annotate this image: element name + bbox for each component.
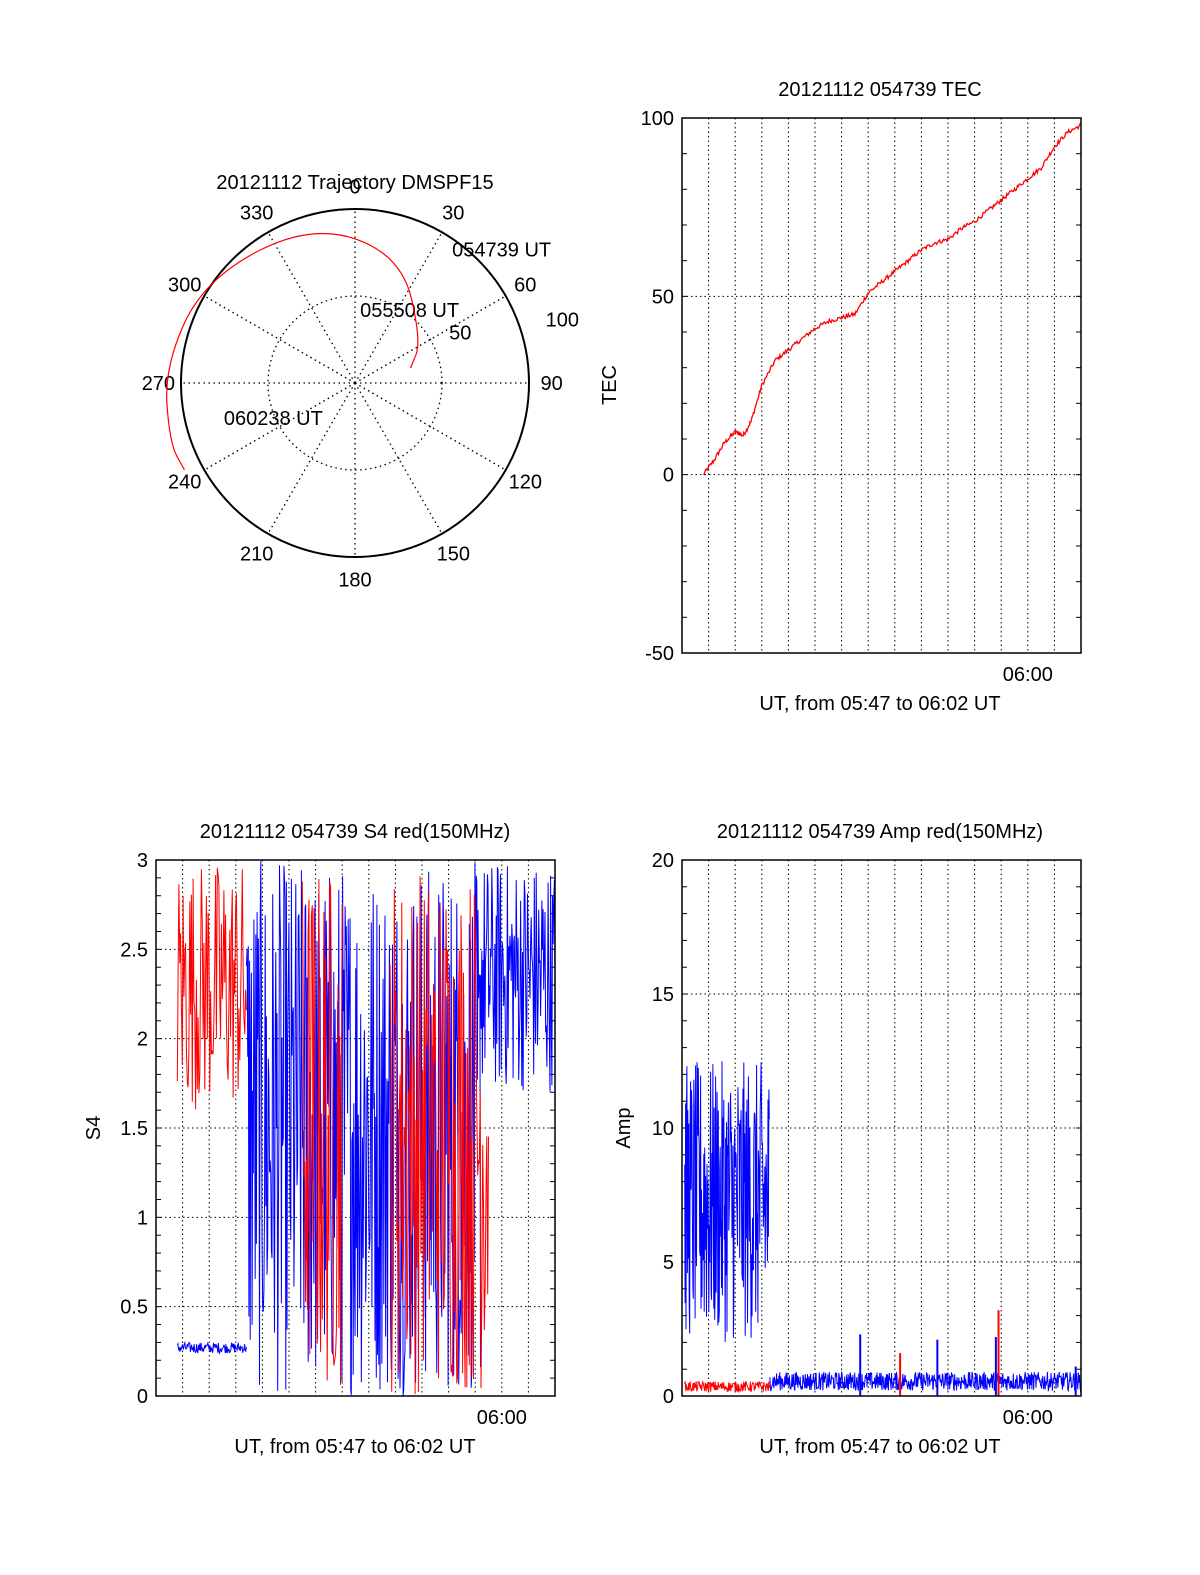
polar-labels: 0 30 60 90 120 150 180 210 240 270 300 330 50 100 0547… [142, 176, 579, 591]
amp-panel: 20121112 054739 Amp red(150MHz) UT, from… [613, 821, 1082, 1458]
y-tick-label: 1.5 [120, 1118, 148, 1140]
y-tick-label: 0 [663, 1386, 674, 1408]
azimuth-tick-label: 300 [168, 275, 201, 297]
s4-plot: 0 0.5 1 1.5 2 2.5 3 06:00 [120, 850, 556, 1429]
polar-spoke [267, 382, 356, 535]
polar-spoke [203, 382, 356, 471]
polar-grid [180, 208, 530, 558]
y-tick-label: 50 [652, 286, 674, 308]
y-tick-label: 1 [137, 1207, 148, 1229]
azimuth-tick-label: 180 [338, 570, 371, 592]
radial-tick-label: 50 [449, 322, 471, 344]
s4-title: 20121112 054739 S4 red(150MHz) [200, 821, 511, 843]
y-tick-label: 0 [663, 465, 674, 487]
polar-outer-circle [180, 208, 530, 558]
tec-xlabel: UT, from 05:47 to 06:02 UT [759, 693, 1000, 715]
amp-red-series [684, 1379, 771, 1394]
radial-tick-label: 100 [546, 310, 579, 332]
y-tick-label: -50 [645, 643, 674, 665]
tec-plot: -50 0 50 100 06:00 [641, 108, 1082, 686]
azimuth-tick-label: 150 [437, 543, 470, 565]
azimuth-tick-label: 210 [240, 543, 273, 565]
polar-spoke [354, 295, 507, 384]
tec-ylabel: TEC [599, 365, 621, 405]
y-tick-label: 15 [652, 984, 674, 1006]
polar-series [166, 232, 419, 471]
azimuth-tick-label: 240 [168, 471, 201, 493]
plot-frame [681, 859, 1082, 1397]
trajectory-time-label: 055508 UT [360, 300, 459, 322]
azimuth-tick-label: 60 [514, 275, 536, 297]
amp-ylabel: Amp [613, 1107, 635, 1148]
y-tick-label: 3 [137, 850, 148, 872]
y-tick-label: 10 [652, 1118, 674, 1140]
azimuth-tick-label: 30 [442, 203, 464, 225]
polar-ring-50 [267, 295, 443, 471]
polar-spoke [354, 382, 507, 471]
polar-spoke [267, 231, 356, 384]
azimuth-tick-label: 90 [540, 373, 562, 395]
y-tick-label: 2 [137, 1029, 148, 1051]
x-tick-label: 06:00 [1003, 664, 1053, 686]
y-tick-label: 20 [652, 850, 674, 872]
y-tick-label: 0.5 [120, 1297, 148, 1319]
s4-panel: 20121112 054739 S4 red(150MHz) UT, from … [83, 821, 556, 1458]
y-tick-label: 2.5 [120, 939, 148, 961]
polar-spoke [203, 295, 356, 384]
x-tick-label: 06:00 [1003, 1407, 1053, 1429]
trajectory-panel: 20121112 Trajectory DMSPF15 0 30 60 90 120 15… [142, 172, 579, 592]
y-tick-label: 100 [641, 108, 674, 130]
tec-title: 20121112 054739 TEC [778, 79, 982, 101]
trajectory-time-label: 054739 UT [452, 239, 551, 261]
s4-blue-series [176, 861, 556, 1396]
amp-blue-series [684, 1061, 1082, 1393]
tec-series-line [702, 122, 1082, 476]
polar-spoke [354, 231, 443, 384]
tec-panel: 20121112 054739 TEC UT, from 05:47 to 06… [599, 79, 1082, 715]
plot-frame [155, 859, 556, 1397]
y-tick-label: 0 [137, 1386, 148, 1408]
azimuth-tick-label: 120 [509, 471, 542, 493]
polar-spoke [354, 382, 443, 535]
s4-red-series [176, 867, 489, 1395]
s4-ylabel: S4 [83, 1116, 105, 1140]
amp-xlabel: UT, from 05:47 to 06:02 UT [759, 1436, 1000, 1458]
azimuth-tick-label: 0 [349, 176, 360, 198]
amp-plot: 0 5 10 15 20 06:00 [652, 850, 1082, 1429]
trajectory-line [166, 232, 419, 471]
trajectory-title: 20121112 Trajectory DMSPF15 [216, 172, 493, 194]
azimuth-tick-label: 330 [240, 203, 273, 225]
s4-xlabel: UT, from 05:47 to 06:02 UT [234, 1436, 475, 1458]
azimuth-tick-label: 270 [142, 373, 175, 395]
trajectory-time-label: 060238 UT [224, 408, 323, 430]
plot-frame [681, 117, 1082, 654]
x-tick-label: 06:00 [477, 1407, 527, 1429]
amp-title: 20121112 054739 Amp red(150MHz) [717, 821, 1043, 843]
y-tick-label: 5 [663, 1252, 674, 1274]
